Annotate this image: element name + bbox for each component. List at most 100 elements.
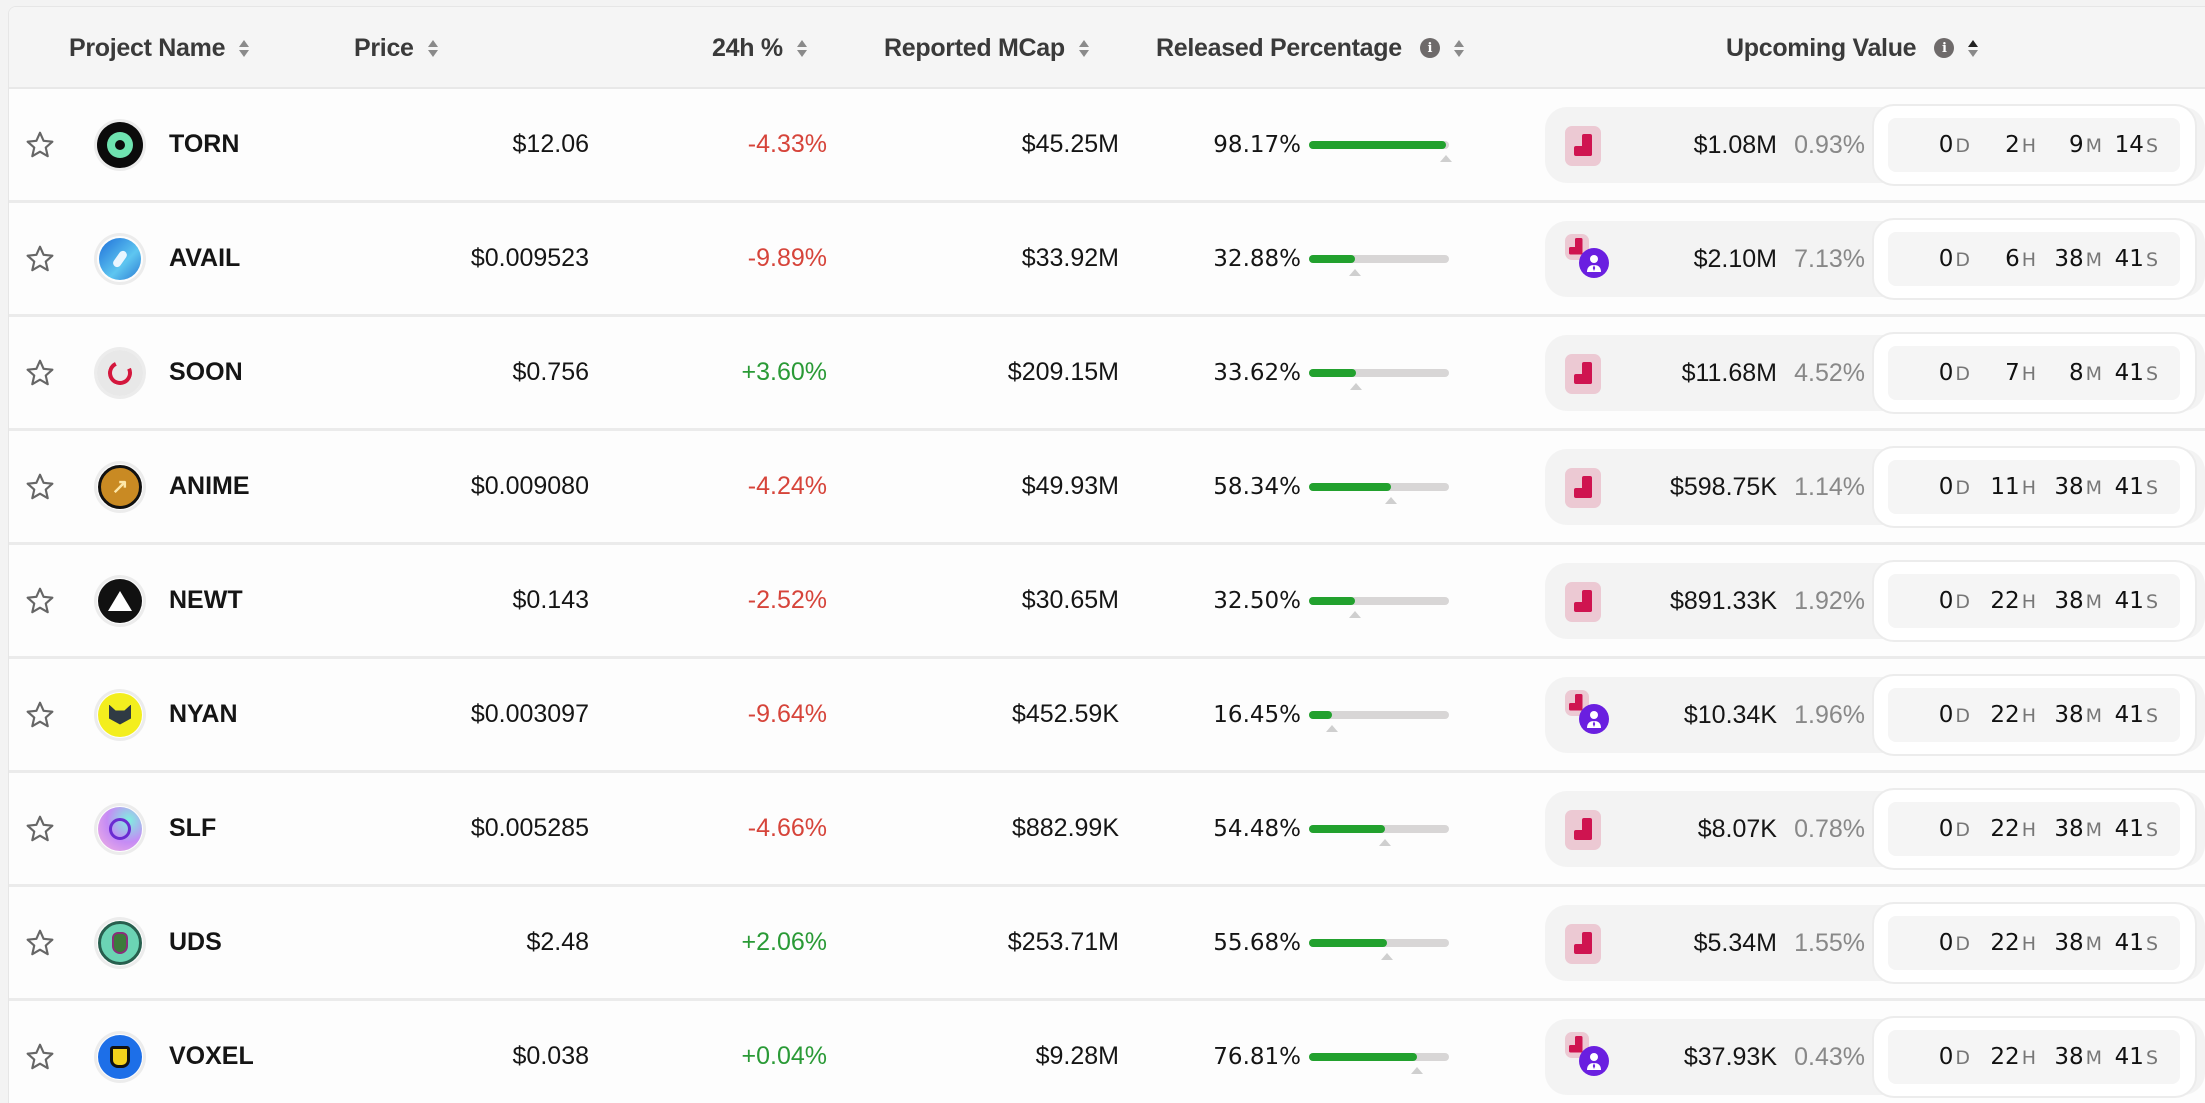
progress-marker-icon xyxy=(1381,953,1393,960)
sort-icon[interactable] xyxy=(1968,39,1979,57)
timer-m: 38 M xyxy=(2036,588,2102,614)
table-row-soon[interactable]: SOON $0.756 +3.60% $209.15M 33.62% $11.6… xyxy=(9,317,2205,431)
column-header-released-percentage[interactable]: Released Percentage i xyxy=(1156,7,1464,89)
sort-icon[interactable] xyxy=(1078,39,1089,57)
column-header-24h-change[interactable]: 24h % xyxy=(712,7,807,89)
token-name[interactable]: AVAIL xyxy=(169,244,241,272)
timer-unit: S xyxy=(2145,819,2158,841)
star-icon xyxy=(26,815,54,841)
newt-logo-icon xyxy=(97,578,143,624)
timer-value: 41 xyxy=(2114,816,2144,842)
progress-track xyxy=(1309,825,1449,833)
cliff-unlock-icon xyxy=(1565,468,1605,508)
favorite-star-button[interactable] xyxy=(23,545,57,656)
favorite-star-button[interactable] xyxy=(23,887,57,998)
sort-icon[interactable] xyxy=(1453,39,1464,57)
upcoming-unlock[interactable]: $11.68M 4.52% 0 D 7 H 8 M 41 S xyxy=(1545,332,2205,414)
column-label: Project Name xyxy=(69,33,226,62)
timer-unit: S xyxy=(2145,933,2158,955)
favorite-star-button[interactable] xyxy=(23,317,57,428)
favorite-star-button[interactable] xyxy=(23,1001,57,1103)
token-price: $0.038 xyxy=(512,1042,589,1070)
token-name[interactable]: TORN xyxy=(169,130,240,158)
progress-fill xyxy=(1309,711,1332,719)
upcoming-unlock[interactable]: $5.34M 1.55% 0 D 22 H 38 M 41 S xyxy=(1545,902,2205,984)
progress-fill xyxy=(1309,939,1387,947)
sort-icon[interactable] xyxy=(796,39,807,57)
timer-value: 41 xyxy=(2114,474,2144,500)
upcoming-value: $8.07K xyxy=(1697,814,1777,843)
upcoming-unlock[interactable]: $8.07K 0.78% 0 D 22 H 38 M 41 S xyxy=(1545,788,2205,870)
token-name[interactable]: SLF xyxy=(169,814,217,842)
timer-h: 22 H xyxy=(1970,588,2036,614)
info-icon[interactable]: i xyxy=(1419,38,1440,58)
token-price: $0.143 xyxy=(512,586,589,614)
upcoming-unlock[interactable]: $1.08M 0.93% 0 D 2 H 9 M 14 S xyxy=(1545,104,2205,186)
released-progress-bar xyxy=(1309,659,1459,770)
star-icon xyxy=(26,587,54,613)
column-label: Price xyxy=(354,33,414,62)
upcoming-percentage: 0.93% xyxy=(1794,130,1865,159)
upcoming-value: $11.68M xyxy=(1681,358,1777,387)
upcoming-percentage: 1.14% xyxy=(1794,472,1865,501)
timer-value: 0 xyxy=(1938,930,1954,956)
token-name[interactable]: NEWT xyxy=(169,586,243,614)
upcoming-unlock[interactable]: $891.33K 1.92% 0 D 22 H 38 M 41 S xyxy=(1545,560,2205,642)
progress-track xyxy=(1309,483,1449,491)
favorite-star-button[interactable] xyxy=(23,773,57,884)
released-progress-bar xyxy=(1309,431,1459,542)
token-name[interactable]: VOXEL xyxy=(169,1042,254,1070)
countdown-timer: 0 D 2 H 9 M 14 S xyxy=(1872,104,2197,186)
token-price: $0.003097 xyxy=(470,700,589,728)
favorite-star-button[interactable] xyxy=(23,659,57,770)
timer-m: 38 M xyxy=(2036,702,2102,728)
timer-unit: H xyxy=(2021,819,2036,841)
upcoming-unlock[interactable]: $598.75K 1.14% 0 D 11 H 38 M 41 S xyxy=(1545,446,2205,528)
table-row-uds[interactable]: UDS $2.48 +2.06% $253.71M 55.68% $5.34M … xyxy=(9,887,2205,1001)
upcoming-unlock[interactable]: $37.93K 0.43% 0 D 22 H 38 M 41 S xyxy=(1545,1016,2205,1098)
column-header-upcoming-value[interactable]: Upcoming Value i xyxy=(1726,7,1979,89)
table-row-newt[interactable]: NEWT $0.143 -2.52% $30.65M 32.50% $891.3… xyxy=(9,545,2205,659)
upcoming-percentage: 1.96% xyxy=(1794,700,1865,729)
table-row-voxel[interactable]: VOXEL $0.038 +0.04% $9.28M 76.81% $37.93… xyxy=(9,1001,2205,1103)
progress-marker-icon xyxy=(1440,155,1452,162)
token-name[interactable]: NYAN xyxy=(169,700,238,728)
released-percentage: 76.81% xyxy=(1213,1043,1301,1070)
sort-icon[interactable] xyxy=(427,39,438,57)
column-header-price[interactable]: Price xyxy=(354,7,438,89)
table-row-torn[interactable]: TORN $12.06 -4.33% $45.25M 98.17% $1.08M… xyxy=(9,89,2205,203)
timer-value: 38 xyxy=(2054,588,2084,614)
table-row-avail[interactable]: AVAIL $0.009523 -9.89% $33.92M 32.88% $2… xyxy=(9,203,2205,317)
info-icon[interactable]: i xyxy=(1934,38,1955,58)
timer-h: 22 H xyxy=(1970,702,2036,728)
table-row-nyan[interactable]: NYAN $0.003097 -9.64% $452.59K 16.45% $1… xyxy=(9,659,2205,773)
token-logo xyxy=(97,887,145,998)
column-header-project-name[interactable]: Project Name xyxy=(69,7,250,89)
timer-value: 38 xyxy=(2054,702,2084,728)
column-label: Upcoming Value xyxy=(1726,33,1917,62)
token-name[interactable]: SOON xyxy=(169,358,243,386)
timer-s: 41 S xyxy=(2102,1044,2158,1070)
upcoming-unlock[interactable]: $2.10M 7.13% 0 D 6 H 38 M 41 S xyxy=(1545,218,2205,300)
table-row-anime[interactable]: ↗ ANIME $0.009080 -4.24% $49.93M 58.34% … xyxy=(9,431,2205,545)
sort-icon[interactable] xyxy=(239,39,250,57)
price-change-24h: +3.60% xyxy=(741,358,828,386)
released-progress-bar xyxy=(1309,203,1459,314)
star-icon xyxy=(26,359,54,385)
favorite-star-button[interactable] xyxy=(23,431,57,542)
token-name[interactable]: ANIME xyxy=(169,472,250,500)
upcoming-unlock[interactable]: $10.34K 1.96% 0 D 22 H 38 M 41 S xyxy=(1545,674,2205,756)
timer-unit: H xyxy=(2021,135,2036,157)
column-label: Reported MCap xyxy=(884,33,1065,62)
timer-m: 38 M xyxy=(2036,246,2102,272)
token-name[interactable]: UDS xyxy=(169,928,222,956)
timer-unit: H xyxy=(2021,1047,2036,1069)
favorite-star-button[interactable] xyxy=(23,203,57,314)
token-logo xyxy=(97,317,145,428)
table-row-slf[interactable]: SLF $0.005285 -4.66% $882.99K 54.48% $8.… xyxy=(9,773,2205,887)
column-header-reported-mcap[interactable]: Reported MCap xyxy=(884,7,1089,89)
timer-m: 38 M xyxy=(2036,1044,2102,1070)
favorite-star-button[interactable] xyxy=(23,89,57,200)
